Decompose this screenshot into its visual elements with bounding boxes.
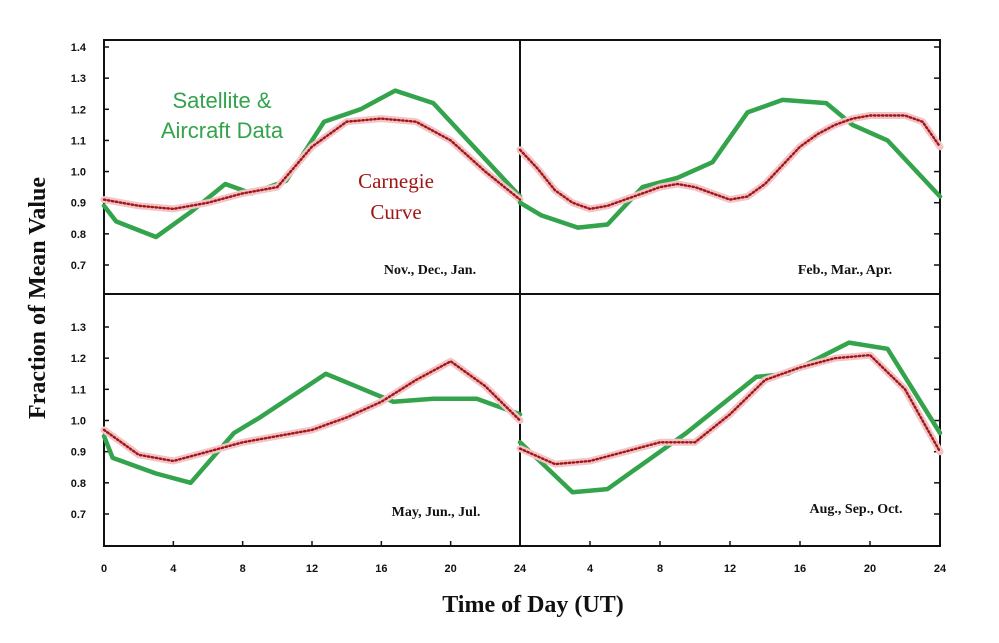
panel-label: Feb., Mar., Apr. xyxy=(798,263,892,278)
y-tick-label: 0.7 xyxy=(71,509,86,521)
legend-satellite-line2: Aircraft Data xyxy=(161,118,284,143)
x-tick-label: 20 xyxy=(445,563,457,575)
carnegie-curve-line xyxy=(518,353,942,466)
panel-label: Aug., Sep., Oct. xyxy=(810,502,903,517)
x-tick-label: 8 xyxy=(240,563,246,575)
x-tick-label: 16 xyxy=(794,563,806,575)
y-tick-label: 1.3 xyxy=(71,73,86,85)
carnegie-curve-line xyxy=(102,117,522,211)
satellite-data-line xyxy=(101,371,523,486)
carnegie-curve-halo xyxy=(516,351,944,468)
x-tick-label: 24 xyxy=(934,563,947,575)
panel-1: 0.7 0.8 0.9 1.0 1.1 1.2 1.3 1.4 Nov., Dec., Jan. xyxy=(71,42,524,278)
satellite-data-line xyxy=(517,340,943,495)
legend-carnegie-line2: Curve xyxy=(370,200,421,224)
x-tick-label: 12 xyxy=(306,563,318,575)
panel-label: Nov., Dec., Jan. xyxy=(384,263,476,278)
carnegie-curve-halo xyxy=(100,357,524,465)
x-axis-title: Time of Day (UT) xyxy=(442,592,624,618)
legend-carnegie-line1: Carnegie xyxy=(358,169,434,193)
y-tick-label: 0.8 xyxy=(71,478,86,490)
satellite-data-line xyxy=(517,97,943,230)
legend: Satellite & Aircraft Data Carnegie Curve xyxy=(161,88,434,224)
y-tick-label: 0.9 xyxy=(71,198,86,210)
y-tick-label: 1.1 xyxy=(71,135,86,147)
x-tick-label: 20 xyxy=(864,563,876,575)
panel-2: Feb., Mar., Apr. xyxy=(516,46,944,278)
y-tick-label: 0.7 xyxy=(71,260,86,272)
panel-4: 4 8 12 16 20 24 Aug., Sep., Oct. xyxy=(516,326,947,575)
y-tick-label: 1.2 xyxy=(71,104,86,116)
x-tick-label: 16 xyxy=(375,563,387,575)
y-axis-title: Fraction of Mean Value xyxy=(25,177,51,419)
x-tick-label: 0 xyxy=(101,563,107,575)
carnegie-curve-halo xyxy=(516,112,944,213)
carnegie-curve-line xyxy=(518,114,942,211)
y-tick-label: 1.0 xyxy=(71,167,86,179)
panel-3: 0.7 0.8 0.9 1.0 1.1 1.2 1.3 0 4 8 12 16 20 24 May, Jun… xyxy=(71,322,527,575)
panels-layer: 0.7 0.8 0.9 1.0 1.1 1.2 1.3 1.4 Nov., Dec., Jan.… xyxy=(71,39,947,575)
y-tick-label: 1.1 xyxy=(71,384,86,396)
y-tick-label: 0.9 xyxy=(71,447,86,459)
y-tick-label: 1.2 xyxy=(71,353,86,365)
x-tick-label: 4 xyxy=(587,563,594,575)
satellite-data-line xyxy=(101,88,523,240)
legend-satellite-line1: Satellite & xyxy=(172,88,271,113)
panel-label: May, Jun., Jul. xyxy=(392,505,481,520)
y-tick-label: 0.8 xyxy=(71,229,86,241)
x-tick-label: 4 xyxy=(170,563,177,575)
y-tick-label: 1.4 xyxy=(71,42,87,54)
y-tick-label: 1.0 xyxy=(71,416,86,428)
x-tick-label: 12 xyxy=(724,563,736,575)
carnegie-curve-line xyxy=(102,359,522,463)
y-tick-label: 1.3 xyxy=(71,322,86,334)
x-tick-label: 8 xyxy=(657,563,663,575)
x-tick-label: 24 xyxy=(514,563,527,575)
